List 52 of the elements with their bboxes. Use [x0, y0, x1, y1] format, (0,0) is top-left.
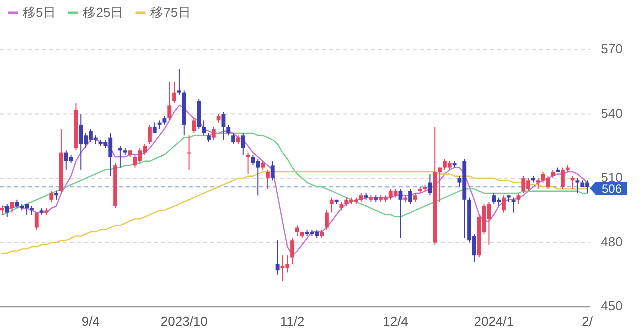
- y-tick-label: 510: [601, 170, 623, 185]
- candlestick: [222, 112, 226, 140]
- y-tick-label: 480: [601, 234, 623, 250]
- candlestick: [148, 124, 152, 145]
- candlestick: [408, 188, 413, 205]
- candlestick: [290, 238, 295, 265]
- candlestick: [192, 118, 196, 134]
- ref-line-label: 506: [602, 182, 622, 196]
- legend-label: 移75日: [150, 5, 192, 20]
- candlestick: [212, 126, 216, 140]
- x-tick-label: 2024/1: [474, 314, 514, 329]
- x-tick-label: 11/2: [280, 314, 305, 329]
- candlestick: [202, 120, 206, 136]
- candlestick: [512, 197, 516, 214]
- y-tick-label: 540: [601, 106, 623, 121]
- candlestick: [295, 225, 300, 237]
- candlestick: [276, 240, 280, 276]
- candlestick: [330, 197, 334, 214]
- candlestick: [516, 192, 521, 205]
- candlestick: [168, 82, 172, 122]
- candlestick: [570, 176, 575, 190]
- candlestick: [34, 212, 39, 230]
- x-tick-label: 2/: [582, 314, 594, 329]
- candlestick: [398, 188, 403, 239]
- candlestick: [118, 146, 122, 168]
- y-tick-label: 450: [601, 298, 623, 314]
- x-tick-label: 2023/10: [160, 314, 208, 329]
- legend-label: 移5日: [23, 5, 56, 20]
- candlestick: [241, 133, 246, 156]
- candlestick: [428, 174, 432, 196]
- candlestick: [560, 167, 565, 190]
- candlestick: [177, 68, 182, 96]
- candlestick: [266, 169, 270, 190]
- legend-label: 移25日: [83, 5, 124, 20]
- x-tick-label: 9/4: [82, 314, 100, 329]
- candlestick: [324, 210, 329, 230]
- candlestick: [5, 204, 10, 218]
- candlestick: [246, 152, 250, 175]
- candlestick: [438, 167, 442, 203]
- x-tick-label: 12/4: [383, 314, 408, 329]
- candlestick: [172, 82, 177, 104]
- candlestick: [270, 160, 275, 182]
- candlestick: [226, 124, 231, 136]
- candlestick: [187, 135, 192, 170]
- line-series: [2, 105, 588, 256]
- candlestick: [502, 195, 506, 214]
- candlestick: [50, 190, 54, 203]
- candlestick: [576, 178, 580, 194]
- y-tick-label: 570: [601, 42, 623, 56]
- candlestick: [10, 202, 14, 214]
- candlestick: [536, 178, 540, 190]
- candlestick: [232, 133, 236, 145]
